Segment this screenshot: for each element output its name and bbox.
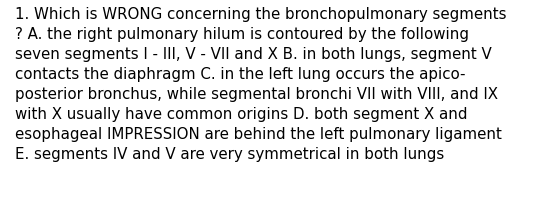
Text: 1. Which is WRONG concerning the bronchopulmonary segments
? A. the right pulmon: 1. Which is WRONG concerning the broncho… [16,7,507,162]
